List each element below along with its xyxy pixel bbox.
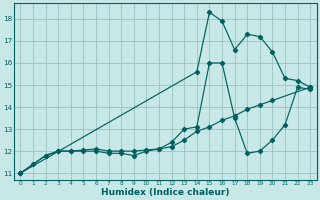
X-axis label: Humidex (Indice chaleur): Humidex (Indice chaleur) <box>101 188 229 197</box>
